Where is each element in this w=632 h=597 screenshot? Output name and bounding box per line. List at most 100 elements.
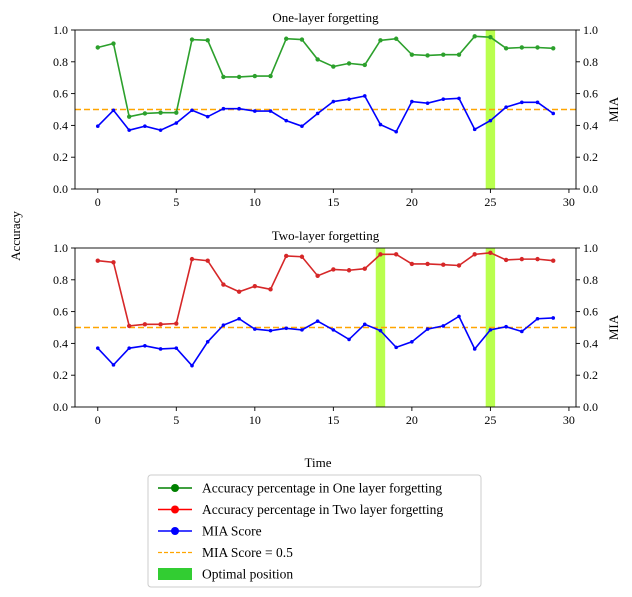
accuracy-point — [205, 38, 210, 43]
y-tick-label-left: 0.2 — [53, 368, 68, 382]
mia-point — [205, 114, 210, 119]
mia-point — [347, 97, 351, 101]
mia-point — [504, 324, 508, 329]
mia-point — [362, 94, 367, 98]
mia-point — [315, 111, 320, 116]
mia-point — [520, 100, 524, 105]
accuracy-point — [362, 62, 367, 68]
mia-point — [284, 326, 289, 331]
x-tick-label: 25 — [484, 413, 496, 427]
legend-label: MIA Score = 0.5 — [202, 545, 293, 560]
mia-point — [127, 346, 131, 350]
accuracy-point — [535, 256, 540, 262]
x-tick-label: 20 — [406, 413, 418, 427]
accuracy-point — [236, 289, 242, 294]
y-tick-label-left: 0.0 — [53, 400, 68, 414]
mia-point — [551, 111, 556, 116]
accuracy-point — [472, 252, 477, 257]
legend-item: MIA Score — [158, 524, 262, 539]
shared-x-axis-label: Time — [305, 455, 332, 470]
panel-title: One-layer forgetting — [272, 10, 379, 25]
y-tick-label-right: 0.6 — [583, 87, 598, 101]
x-tick-label: 15 — [327, 195, 339, 209]
mia-point — [95, 346, 100, 350]
accuracy-point — [315, 57, 320, 62]
y-tick-label-left: 0.8 — [53, 273, 68, 287]
mia-point — [488, 118, 493, 123]
accuracy-point — [158, 110, 163, 115]
accuracy-point — [268, 287, 273, 292]
mia-point — [347, 337, 351, 342]
mia-point — [378, 328, 383, 333]
accuracy-point — [189, 37, 195, 42]
panel-title: Two-layer forgetting — [272, 228, 380, 243]
y-tick-label-left: 0.4 — [53, 118, 68, 132]
legend-marker — [171, 505, 179, 514]
accuracy-point — [425, 53, 430, 58]
mia-point — [237, 106, 241, 111]
accuracy-point — [174, 110, 179, 115]
mia-point — [253, 109, 257, 113]
mia-series-line — [97, 315, 554, 367]
mia-point — [425, 101, 430, 105]
accuracy-point — [142, 111, 148, 116]
mia-point — [205, 340, 210, 344]
accuracy-point — [236, 74, 242, 80]
mia-point — [158, 347, 163, 351]
mia-point — [394, 129, 398, 134]
legend-label: MIA Score — [202, 524, 262, 539]
accuracy-point — [378, 38, 383, 43]
accuracy-point — [409, 52, 415, 57]
mia-point — [441, 324, 446, 328]
y-tick-label-left: 0.4 — [53, 336, 68, 350]
mia-point — [472, 347, 477, 351]
mia-point — [410, 340, 414, 344]
accuracy-point — [126, 323, 132, 329]
accuracy-point — [126, 114, 132, 119]
mia-point — [268, 328, 273, 333]
mia-point — [457, 314, 461, 319]
mia-point — [268, 109, 273, 113]
legend-item: MIA Score = 0.5 — [158, 545, 293, 560]
accuracy-point — [503, 46, 509, 51]
x-tick-label: 30 — [563, 413, 575, 427]
accuracy-point — [111, 260, 116, 265]
accuracy-point — [535, 45, 540, 50]
x-tick-label: 5 — [173, 195, 179, 209]
y-tick-label-left: 0.0 — [53, 182, 68, 196]
accuracy-series-line — [97, 35, 554, 118]
y-tick-label-right: 0.2 — [583, 368, 598, 382]
legend-label: Accuracy percentage in One layer forgett… — [202, 481, 442, 496]
accuracy-point — [174, 321, 179, 326]
y-tick-label-right: 0.8 — [583, 273, 598, 287]
legend: Accuracy percentage in One layer forgett… — [147, 474, 482, 588]
y-tick-label-left: 1.0 — [53, 23, 68, 37]
accuracy-point — [472, 34, 477, 39]
mia-point — [520, 329, 524, 334]
mia-point — [300, 124, 304, 128]
accuracy-point — [268, 73, 273, 79]
plot-frame — [74, 247, 577, 408]
mia-point — [441, 97, 446, 101]
mia-point — [362, 322, 367, 327]
accuracy-point — [315, 273, 320, 279]
accuracy-point — [221, 282, 226, 287]
x-tick-label: 20 — [406, 195, 418, 209]
mia-point — [488, 328, 493, 332]
mia-point — [190, 108, 194, 113]
accuracy-point — [189, 256, 195, 262]
legend-item: Accuracy percentage in One layer forgett… — [158, 481, 442, 496]
mia-point — [284, 118, 289, 123]
panel-1: 0 5 10 15 20 25 30 0.0 0.0 0.2 0.2 0.4 0.4 0.6 0.6 0.8 0… — [53, 10, 621, 209]
x-tick-label: 0 — [95, 195, 101, 209]
legend-marker — [171, 484, 179, 492]
mia-point — [143, 124, 147, 128]
mia-point — [378, 122, 383, 127]
panel-2: 0 5 10 15 20 25 30 0.0 0.0 0.2 0.2 0.4 0.4 0.6 0.6 0.8 0… — [53, 228, 621, 427]
mia-point — [190, 363, 194, 368]
mia-point — [253, 327, 257, 331]
mia-point — [457, 96, 461, 101]
accuracy-point — [456, 52, 462, 57]
y-tick-label-left: 0.8 — [53, 55, 68, 69]
